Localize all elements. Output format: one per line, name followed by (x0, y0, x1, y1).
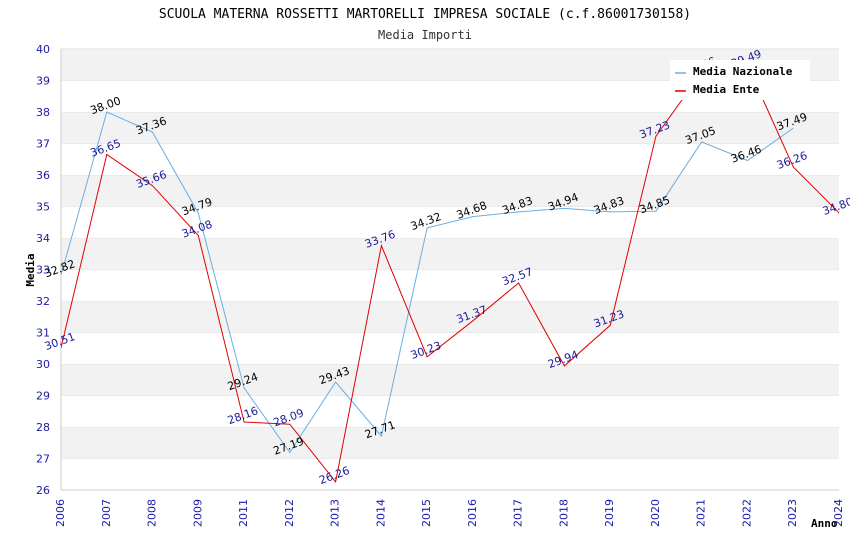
y-tick-label: 28 (36, 421, 50, 434)
chart-title: SCUOLA MATERNA ROSSETTI MARTORELLI IMPRE… (159, 7, 691, 22)
x-tick-label: 2014 (374, 499, 387, 527)
legend-label-media-ente: Media Ente (693, 83, 760, 96)
y-tick-label: 33 (36, 264, 50, 277)
grid-band (61, 112, 839, 144)
y-tick-label: 39 (36, 75, 50, 88)
y-tick-label: 26 (36, 484, 50, 497)
grid-bands (61, 48, 839, 490)
grid-band (61, 175, 839, 207)
x-tick-label: 2009 (191, 499, 204, 527)
y-tick-label: 35 (36, 201, 50, 214)
y-tick-label: 38 (36, 106, 50, 119)
y-tick-label: 32 (36, 295, 50, 308)
y-tick-label: 31 (36, 327, 50, 340)
x-tick-labels: 2006 2007 2008 2009 2011 2012 2013 2014 2015 2016… (54, 499, 845, 527)
grid-band (61, 238, 839, 270)
grid-band (61, 143, 839, 175)
x-tick-label: 2017 (512, 499, 525, 527)
grid-band (61, 427, 839, 459)
grid-band (61, 395, 839, 427)
grid-band (61, 364, 839, 396)
x-tick-label: 2011 (237, 499, 250, 527)
y-tick-label: 34 (36, 232, 50, 245)
x-axis-title: Anno (811, 517, 838, 530)
x-tick-label: 2019 (603, 499, 616, 527)
grid-band (61, 332, 839, 364)
x-tick-label: 2023 (786, 499, 799, 527)
x-tick-label: 2024 (832, 499, 845, 527)
legend: Media Nazionale Media Ente (670, 60, 810, 100)
x-tick-label: 2007 (100, 499, 113, 527)
x-tick-label: 2012 (283, 499, 296, 527)
x-tick-label: 2022 (740, 499, 753, 527)
y-axis-title: Media (24, 253, 37, 286)
y-tick-label: 37 (36, 138, 50, 151)
legend-label-media-nazionale: Media Nazionale (693, 65, 793, 78)
x-tick-label: 2008 (146, 499, 159, 527)
x-tick-label: 2021 (695, 499, 708, 527)
y-tick-label: 29 (36, 390, 50, 403)
legend-box (670, 60, 810, 100)
grid-band (61, 458, 839, 490)
y-tick-labels: 26 27 28 29 30 31 32 33 34 35 36 37 38 39 40 (36, 43, 50, 497)
y-tick-label: 27 (36, 453, 50, 466)
grid-band (61, 269, 839, 301)
series-line-media-nazionale (61, 111, 794, 454)
y-tick-label: 30 (36, 358, 50, 371)
y-tick-label: 36 (36, 169, 50, 182)
chart-subtitle: Media Importi (378, 28, 472, 42)
y-tick-label: 40 (36, 43, 50, 56)
x-tick-label: 2006 (54, 499, 67, 527)
x-tick-label: 2016 (466, 499, 479, 527)
x-tick-label: 2015 (420, 499, 433, 527)
x-tick-label: 2018 (557, 499, 570, 527)
grid-band (61, 301, 839, 333)
x-tick-label: 2020 (649, 499, 662, 527)
x-tick-label: 2013 (329, 499, 342, 527)
